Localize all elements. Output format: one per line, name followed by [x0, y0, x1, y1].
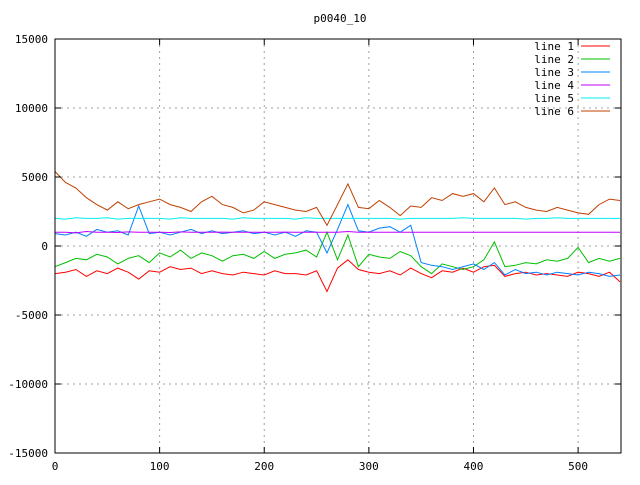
x-tick-label: 0 [52, 460, 59, 473]
x-tick-label: 100 [150, 460, 170, 473]
y-tick-label: 0 [41, 240, 48, 253]
x-tick-label: 200 [254, 460, 274, 473]
y-tick-label: -5000 [15, 309, 48, 322]
x-tick-label: 300 [359, 460, 379, 473]
series-line-5 [54, 217, 620, 220]
y-tick-label: 15000 [15, 33, 48, 46]
chart-title: p0040_10 [314, 12, 367, 25]
legend-label: line 2 [534, 53, 574, 66]
x-tick-label: 500 [568, 460, 588, 473]
legend-label: line 3 [534, 66, 574, 79]
series-line-1 [54, 259, 621, 293]
y-tick-label: -15000 [8, 447, 48, 460]
grid [55, 39, 621, 453]
series-lines [54, 171, 621, 293]
legend-label: line 1 [534, 40, 574, 53]
legend-label: line 4 [534, 79, 574, 92]
x-tick-label: 400 [464, 460, 484, 473]
series-line-6 [54, 171, 621, 227]
y-tick-label: -10000 [8, 378, 48, 391]
legend-label: line 5 [534, 92, 574, 105]
series-line-4 [55, 230, 620, 234]
legend-label: line 6 [534, 105, 574, 118]
y-tick-label: 5000 [22, 171, 49, 184]
y-tick-label: 10000 [15, 102, 48, 115]
series-line-3 [54, 203, 621, 277]
ticks: 0 100 200 300 400 500 -15000 -10000 -5000 0 5000 10… [8, 33, 621, 473]
series-line-2 [54, 230, 621, 275]
